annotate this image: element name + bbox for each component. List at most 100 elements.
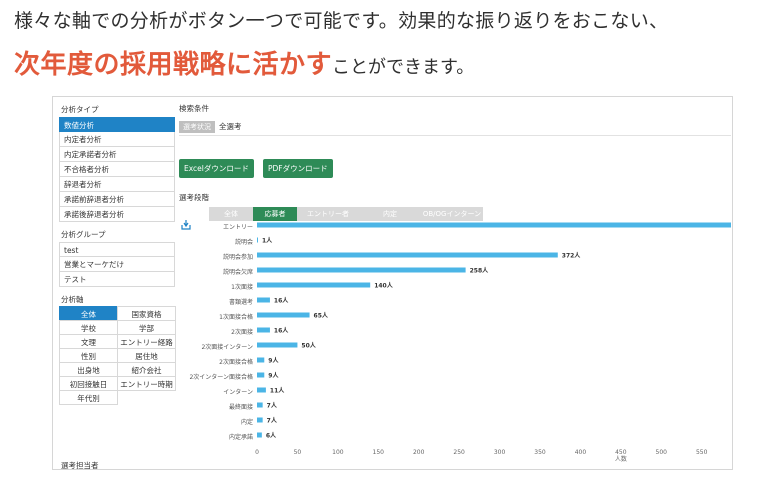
category-label: 1次面接合格 [219, 313, 253, 321]
heading-rest: ことができます。 [332, 57, 475, 78]
category-label: 書類選考 [229, 298, 253, 306]
x-axis-label: 人数 [615, 455, 627, 463]
bar[interactable] [257, 417, 263, 423]
category-label: 説明会欠席 [223, 268, 253, 276]
tab-all[interactable]: 全体 [209, 207, 253, 221]
x-tick-label: 200 [413, 449, 425, 456]
data-label: 258人 [470, 267, 490, 275]
axis-item-agency[interactable]: 紹介会社 [117, 362, 176, 377]
tab-intern[interactable]: OB/OGインターン [421, 207, 483, 221]
analysis-type-list: 数値分析 内定者分析 内定承諾者分析 不合格者分析 辞退者分析 承諾前辞退者分析… [59, 117, 175, 222]
bar[interactable] [257, 387, 266, 393]
data-label: 6人 [266, 432, 277, 440]
excel-download-button[interactable]: Excelダウンロード [179, 159, 254, 178]
x-tick-label: 100 [332, 449, 344, 456]
bar[interactable] [257, 357, 265, 363]
axis-item-first-contact[interactable]: 初回接触日 [59, 376, 118, 391]
bar[interactable] [257, 297, 270, 303]
filter-pill[interactable]: 選考状況 [179, 120, 215, 133]
bar[interactable] [257, 222, 731, 228]
bar[interactable] [257, 237, 258, 243]
tab-applicants[interactable]: 応募者 [253, 207, 297, 221]
data-label: 140人 [374, 282, 394, 290]
type-item-decline-after[interactable]: 承諾後辞退者分析 [59, 207, 175, 222]
group-item-test2[interactable]: テスト [59, 272, 175, 287]
x-tick-label: 550 [696, 449, 708, 456]
data-label: 9人 [268, 357, 279, 365]
data-label: 50人 [301, 342, 316, 350]
type-item-decline-before[interactable]: 承諾前辞退者分析 [59, 192, 175, 207]
export-icon[interactable] [181, 220, 191, 230]
x-tick-label: 50 [294, 449, 302, 456]
category-label: 2次インターン面接合格 [189, 373, 253, 381]
type-item-decline[interactable]: 辞退者分析 [59, 177, 175, 192]
axis-item-route[interactable]: エントリー経路 [117, 334, 176, 349]
pdf-download-button[interactable]: PDFダウンロード [262, 159, 333, 178]
category-label: インターン [223, 388, 253, 396]
data-label: 65人 [314, 312, 329, 320]
category-label: 説明会 [235, 238, 253, 246]
axis-item-entry-period[interactable]: エントリー時期 [117, 376, 176, 391]
x-tick-label: 350 [534, 449, 546, 456]
data-label: 9人 [268, 372, 279, 380]
data-label: 16人 [274, 327, 289, 335]
type-item-offer[interactable]: 内定者分析 [59, 132, 175, 147]
bar[interactable] [257, 372, 265, 378]
main-panel: 検索条件 選考状況 全選考 Excelダウンロード PDFダウンロード 選考段階… [179, 103, 731, 469]
axis-item-license[interactable]: 国家資格 [117, 306, 176, 321]
bar[interactable] [257, 267, 466, 273]
group-item-test[interactable]: test [59, 242, 175, 257]
axis-item-hometown[interactable]: 出身地 [59, 362, 118, 377]
data-label: 11人 [270, 387, 285, 395]
category-label: 2次面接 [231, 328, 253, 336]
analysis-group-title: 分析グループ [61, 230, 106, 239]
analysis-axis-title: 分析軸 [61, 295, 84, 304]
axis-item-school[interactable]: 学校 [59, 320, 118, 335]
type-item-numeric[interactable]: 数値分析 [59, 117, 175, 132]
x-tick-label: 500 [656, 449, 668, 456]
bar[interactable] [257, 402, 263, 408]
analysis-group-list: test 営業とマーケだけ テスト [59, 242, 175, 287]
x-tick-label: 450 [615, 449, 627, 456]
x-tick-label: 400 [575, 449, 587, 456]
axis-item-gender[interactable]: 性別 [59, 348, 118, 363]
category-label: 2次面接合格 [219, 358, 253, 366]
bar[interactable] [257, 327, 270, 333]
category-label: 最終面接 [229, 403, 253, 411]
data-label: 372人 [562, 252, 582, 260]
category-label: 内定 [241, 418, 253, 426]
bar[interactable] [257, 312, 310, 318]
axis-item-age[interactable]: 年代別 [59, 390, 118, 405]
group-item-sales[interactable]: 営業とマーケだけ [59, 257, 175, 272]
data-label: 1人 [262, 237, 273, 245]
sidebar: 分析タイプ 数値分析 内定者分析 内定承諾者分析 不合格者分析 辞退者分析 承諾… [59, 103, 176, 469]
bar[interactable] [257, 282, 371, 288]
stage-title: 選考段階 [179, 193, 209, 202]
tab-entry[interactable]: エントリー者 [297, 207, 359, 221]
filter-value: 全選考 [219, 122, 242, 131]
data-label: 7人 [267, 417, 278, 425]
type-item-reject[interactable]: 不合格者分析 [59, 162, 175, 177]
bar[interactable] [257, 342, 298, 348]
type-item-accept[interactable]: 内定承諾者分析 [59, 147, 175, 162]
axis-item-faculty[interactable]: 学部 [117, 320, 176, 335]
data-label: 7人 [267, 402, 278, 410]
x-tick-label: 250 [453, 449, 465, 456]
bar[interactable] [257, 432, 262, 438]
x-tick-label: 150 [373, 449, 385, 456]
stage-tabs: 全体 応募者 エントリー者 内定 OB/OGインターン [209, 207, 731, 221]
bar[interactable] [257, 252, 558, 258]
x-tick-label: 300 [494, 449, 506, 456]
heading-line1: 様々な軸での分析がボタン一つで可能です。効果的な振り返りをおこない、 [14, 10, 669, 32]
tab-offer[interactable]: 内定 [359, 207, 421, 221]
heading-line2: 次年度の採用戦略に活かすことができます。 [14, 44, 474, 81]
heading-highlight: 次年度の採用戦略に活かす [14, 50, 333, 80]
category-label: 2次面接インターン [201, 343, 253, 351]
axis-item-major[interactable]: 文理 [59, 334, 118, 349]
axis-item-residence[interactable]: 居住地 [117, 348, 176, 363]
x-tick-label: 0 [255, 449, 259, 456]
axis-item-all[interactable]: 全体 [59, 306, 118, 321]
analysis-type-title: 分析タイプ [61, 105, 99, 114]
category-label: 1次面接 [231, 283, 253, 291]
